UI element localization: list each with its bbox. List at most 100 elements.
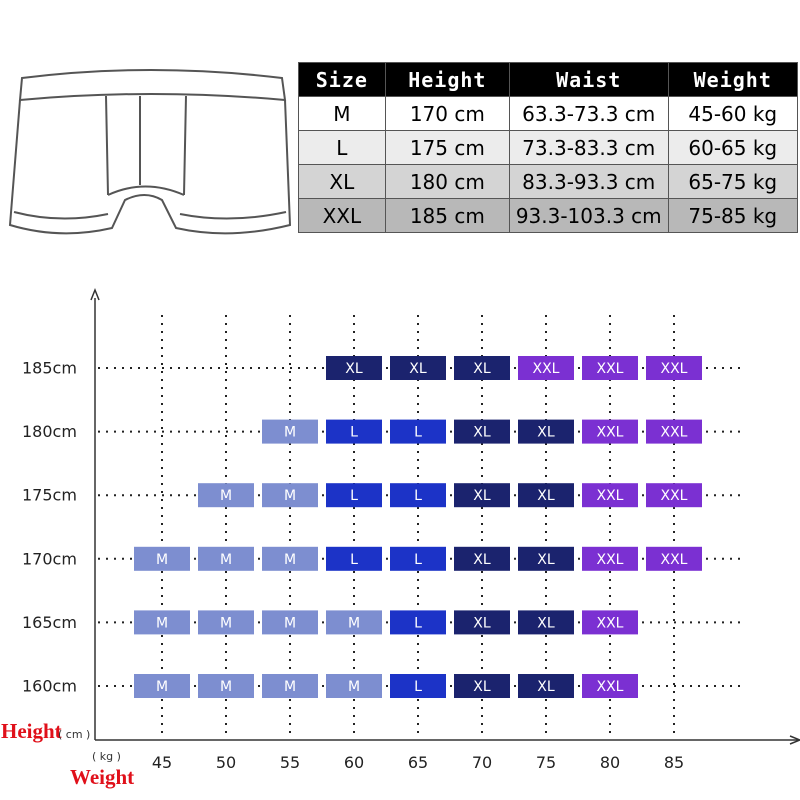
table-cell: 180 cm <box>384 164 510 199</box>
column-label: 55 <box>280 753 300 772</box>
table-cell: L <box>298 130 386 165</box>
size-cell-label: XL <box>473 615 491 631</box>
size-cell-label: XL <box>537 425 555 441</box>
size-cell <box>454 610 510 635</box>
size-cell-label: XXL <box>597 488 624 504</box>
size-cell <box>262 419 318 444</box>
header-cell: Size <box>298 62 386 97</box>
size-cell-label: XXL <box>597 425 624 441</box>
size-cell <box>198 674 254 698</box>
size-cell-label: M <box>156 679 168 695</box>
size-cell-label: L <box>350 488 358 504</box>
size-cell-label: XL <box>473 552 491 568</box>
table-cell: 65-75 kg <box>667 164 799 199</box>
height-label: Height <box>1 719 62 743</box>
row-label: 165cm <box>22 613 77 632</box>
size-cell-label: M <box>284 615 296 631</box>
size-cell-label: XL <box>537 552 555 568</box>
table-cell: 73.3-83.3 cm <box>508 130 669 165</box>
size-cell <box>326 419 382 444</box>
size-cell-label: M <box>284 679 296 695</box>
size-cell-label: M <box>284 488 296 504</box>
weight-label: Weight <box>70 765 134 789</box>
size-cell <box>518 674 574 698</box>
table-cell: M <box>298 96 386 131</box>
size-cell <box>198 610 254 635</box>
size-cell <box>326 483 382 508</box>
size-cell <box>582 546 638 571</box>
size-cell <box>390 356 446 380</box>
size-cell <box>518 356 574 380</box>
header-cell: Waist <box>508 62 669 97</box>
size-cell-label: M <box>348 615 360 631</box>
size-cell <box>262 483 318 508</box>
size-cell <box>646 356 702 380</box>
table-cell: 75-85 kg <box>667 198 799 233</box>
size-table: Size Height Waist Weight M 170 cm 63.3-73.3 cm… <box>298 62 799 233</box>
table-row: XL 180 cm 83.3-93.3 cm 65-75 kg <box>298 164 799 199</box>
size-cell-label: M <box>220 488 232 504</box>
size-cell <box>646 419 702 444</box>
column-label: 45 <box>152 753 172 772</box>
size-cell <box>518 610 574 635</box>
table-row: M 170 cm 63.3-73.3 cm 45-60 kg <box>298 96 799 131</box>
size-cell <box>518 483 574 508</box>
size-cell <box>262 674 318 698</box>
size-cell <box>646 483 702 508</box>
size-cell <box>134 610 190 635</box>
table-cell: XL <box>298 164 386 199</box>
table-cell: 175 cm <box>384 130 510 165</box>
size-cell <box>326 610 382 635</box>
column-label: 60 <box>344 753 364 772</box>
size-cell-label: XXL <box>533 361 560 377</box>
column-label: 85 <box>664 753 684 772</box>
size-cell-label: XL <box>473 361 491 377</box>
row-label: 160cm <box>22 677 77 696</box>
size-cell <box>326 356 382 380</box>
size-cell-label: M <box>348 679 360 695</box>
table-cell: 63.3-73.3 cm <box>508 96 669 131</box>
size-cell <box>454 546 510 571</box>
size-cell-label: XXL <box>597 361 624 377</box>
size-cell-label: XXL <box>597 552 624 568</box>
table-cell: 185 cm <box>384 198 510 233</box>
size-cell-label: M <box>220 552 232 568</box>
column-label: 70 <box>472 753 492 772</box>
size-cell <box>198 546 254 571</box>
table-cell: XXL <box>298 198 386 233</box>
height-unit: ( cm ) <box>58 728 90 741</box>
size-cell <box>262 546 318 571</box>
size-cell <box>454 419 510 444</box>
column-label: 65 <box>408 753 428 772</box>
size-cell-label: XXL <box>661 552 688 568</box>
size-cell <box>326 546 382 571</box>
underwear-drawing <box>8 69 292 235</box>
size-cell <box>262 610 318 635</box>
size-cell <box>326 674 382 698</box>
column-label: 75 <box>536 753 556 772</box>
size-cell-label: XL <box>473 425 491 441</box>
size-cell <box>454 483 510 508</box>
column-label: 50 <box>216 753 236 772</box>
size-cell-label: XL <box>473 488 491 504</box>
size-cell <box>582 419 638 444</box>
size-cell-label: XXL <box>661 488 688 504</box>
size-cell-label: XXL <box>661 361 688 377</box>
size-cell <box>390 419 446 444</box>
row-label: 180cm <box>22 422 77 441</box>
size-grid: 45 50 55 60 65 70 75 80 85 185cm XL XL XL XXL XXL XXL 18… <box>1 287 800 789</box>
row-label: 175cm <box>22 486 77 505</box>
size-cell <box>582 674 638 698</box>
size-cell <box>390 610 446 635</box>
size-cell-label: M <box>220 679 232 695</box>
size-cell-label: L <box>414 615 422 631</box>
arrow <box>90 287 800 745</box>
size-cell <box>646 546 702 571</box>
size-cell-label: L <box>414 679 422 695</box>
size-cell <box>390 674 446 698</box>
table-cell: 93.3-103.3 cm <box>508 198 669 233</box>
size-cell-label: M <box>284 552 296 568</box>
header-cell: Weight <box>667 62 799 97</box>
size-cell-label: L <box>414 552 422 568</box>
table-row: L 175 cm 73.3-83.3 cm 60-65 kg <box>298 130 799 165</box>
